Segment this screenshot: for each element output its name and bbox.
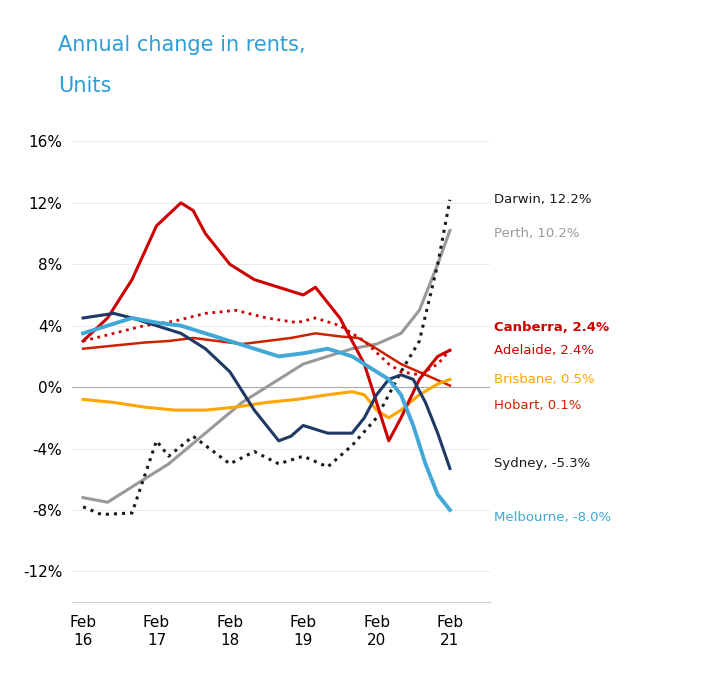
Text: Melbourne, -8.0%: Melbourne, -8.0%: [494, 511, 611, 524]
Text: Hobart, 0.1%: Hobart, 0.1%: [494, 399, 581, 412]
Text: Brisbane, 0.5%: Brisbane, 0.5%: [494, 373, 595, 386]
Text: Canberra, 2.4%: Canberra, 2.4%: [494, 320, 609, 334]
Text: Annual change in rents,: Annual change in rents,: [58, 35, 305, 55]
Text: Darwin, 12.2%: Darwin, 12.2%: [494, 193, 591, 206]
Text: Adelaide, 2.4%: Adelaide, 2.4%: [494, 344, 594, 357]
Text: Sydney, -5.3%: Sydney, -5.3%: [494, 457, 590, 471]
Text: Units: Units: [58, 76, 111, 96]
Text: Perth, 10.2%: Perth, 10.2%: [494, 227, 580, 240]
